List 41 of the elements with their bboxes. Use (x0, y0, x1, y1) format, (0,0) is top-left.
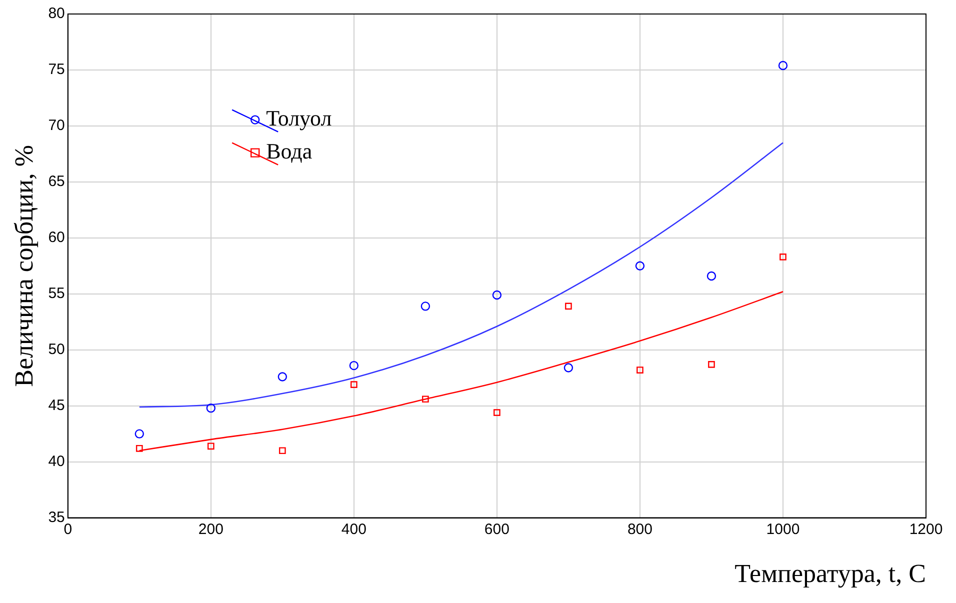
point (278, 372, 288, 382)
point (278, 447, 286, 454)
point (494, 409, 500, 416)
y-tick-label: 40 (48, 452, 65, 470)
x-tick-label: 0 (64, 520, 72, 538)
y-tick-label: 35 (48, 508, 65, 526)
x-tick-label: 400 (341, 520, 366, 538)
y-tick-label: 70 (48, 117, 65, 134)
point (780, 254, 786, 260)
y-axis-title: Величина сорбции, % (9, 144, 38, 387)
legend-label: Толуол (266, 106, 332, 131)
y-tick-label: 60 (48, 229, 65, 246)
y-tick-label: 65 (48, 173, 65, 190)
point (349, 360, 359, 370)
y-tick-label: 45 (48, 396, 65, 414)
point (350, 381, 358, 388)
x-tick-label: 1200 (909, 520, 943, 538)
point (422, 396, 429, 403)
legend-label: Вода (266, 138, 312, 164)
point (706, 271, 716, 281)
point (207, 442, 214, 450)
x-tick-label: 200 (198, 520, 224, 538)
point (778, 60, 788, 70)
y-tick-label: 80 (48, 5, 65, 22)
x-tick-label: 800 (627, 520, 652, 538)
y-tick-label: 75 (48, 61, 65, 78)
x-tick-label: 600 (484, 520, 510, 538)
point (564, 363, 574, 372)
y-tick-label: 55 (48, 285, 65, 302)
x-axis-title: Температура, t, C (734, 559, 926, 588)
point (565, 302, 572, 310)
point (636, 366, 644, 374)
y-tick-label: 50 (48, 341, 65, 358)
x-tick-label: 1000 (766, 520, 800, 538)
point (136, 444, 143, 452)
point (134, 429, 144, 438)
point (206, 403, 216, 413)
point (420, 302, 430, 311)
point (635, 261, 645, 270)
point (708, 360, 715, 368)
point (492, 290, 502, 300)
